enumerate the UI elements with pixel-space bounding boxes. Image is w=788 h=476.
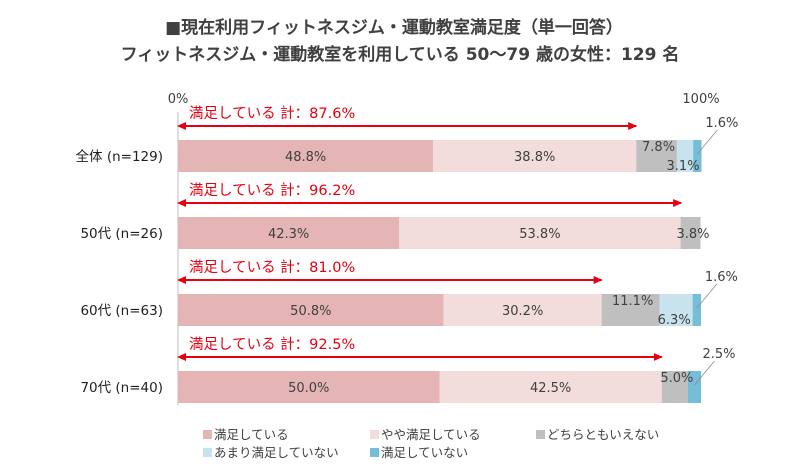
chart-title-line1: ■現在利用フィットネスジム・運動教室満足度（単一回答）	[165, 17, 623, 38]
legend-label: どちらともいえない	[547, 427, 659, 442]
legend-swatch	[203, 430, 212, 439]
data-label: 50.0%	[288, 381, 329, 396]
data-label: 30.2%	[502, 304, 543, 319]
data-label: 11.1%	[612, 294, 653, 309]
legend-swatch	[370, 430, 379, 439]
bar-segment	[661, 371, 688, 403]
category-label: 全体 (n=129)	[76, 148, 163, 165]
bar-segment	[433, 140, 637, 172]
legend-label: あまり満足していない	[214, 445, 339, 460]
category-label: 50代 (n=26)	[80, 226, 163, 242]
bar-segment	[443, 294, 602, 326]
bar-segment	[636, 140, 677, 172]
legend-swatch	[536, 430, 545, 439]
chart-title-line2: フィットネスジム・運動教室を利用している 50～79 歳の女性：129 名	[121, 44, 680, 65]
annotation-label: 満足している 計：96.2%	[189, 182, 355, 199]
legend-label: 満足していない	[381, 445, 468, 460]
x-tick-label: 0%	[168, 92, 189, 107]
bar-segment	[178, 140, 434, 172]
leader-line	[697, 129, 718, 155]
leader-line	[696, 283, 718, 309]
bar-segment	[693, 140, 702, 172]
data-label: 50.8%	[290, 304, 331, 319]
data-label: 48.8%	[285, 150, 326, 165]
annotation-label: 満足している 計：92.5%	[189, 336, 355, 353]
legend-swatch	[370, 448, 379, 457]
annotation-label: 満足している 計：81.0%	[189, 259, 355, 276]
data-label: 1.6%	[705, 270, 738, 285]
data-label: 53.8%	[519, 227, 560, 242]
data-label: 6.3%	[658, 313, 691, 328]
bar-segment	[439, 371, 662, 403]
bar-segment	[692, 294, 701, 326]
bar-segment	[680, 217, 701, 249]
data-label: 42.3%	[268, 227, 309, 242]
legend-swatch	[203, 448, 212, 457]
annotation-label: 満足している 計：87.6%	[189, 105, 355, 122]
x-tick-label: 100%	[682, 92, 719, 107]
category-label: 60代 (n=63)	[80, 303, 163, 319]
bar-segment	[178, 371, 440, 403]
bar-segment	[178, 217, 400, 249]
bar-segment	[178, 294, 444, 326]
bar-segment	[399, 217, 681, 249]
bar-segment	[687, 371, 701, 403]
data-label: 3.8%	[676, 227, 709, 242]
data-label: 7.8%	[642, 140, 675, 155]
bar-segment	[676, 140, 694, 172]
legend-label: 満足している	[214, 427, 289, 442]
legend-label: やや満足している	[381, 427, 481, 442]
category-label: 70代 (n=40)	[80, 380, 163, 396]
bar-segment	[601, 294, 660, 326]
data-label: 3.1%	[667, 159, 700, 174]
data-label: 2.5%	[702, 347, 735, 362]
leader-line	[694, 360, 715, 386]
data-label: 38.8%	[514, 150, 555, 165]
bar-segment	[659, 294, 693, 326]
data-label: 1.6%	[705, 116, 738, 131]
data-label: 42.5%	[530, 381, 571, 396]
data-label: 5.0%	[660, 371, 693, 386]
